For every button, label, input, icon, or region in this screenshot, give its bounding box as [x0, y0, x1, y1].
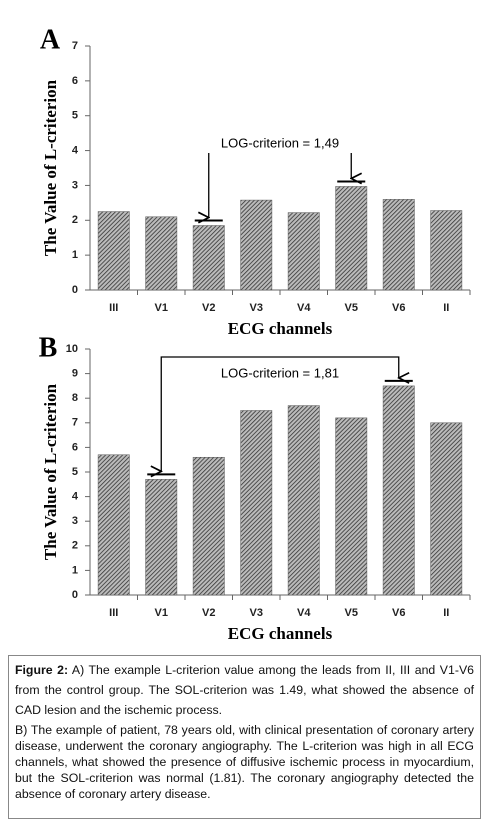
x-tick-label: V4 — [297, 607, 311, 619]
y-tick-label: 5 — [72, 466, 78, 478]
x-tick-label: V4 — [297, 302, 311, 314]
annotation-bg — [205, 135, 355, 153]
x-tick-label: III — [109, 607, 118, 619]
bar — [430, 210, 463, 291]
annotation-arrow — [161, 356, 399, 471]
y-tick-label: 6 — [72, 75, 78, 87]
y-tick-label: 3 — [72, 179, 78, 191]
annotation: LOG-criterion = 1,49 — [221, 135, 339, 150]
x-tick-label: V6 — [392, 607, 405, 619]
bar — [335, 186, 368, 291]
y-tick-label: 10 — [66, 343, 78, 355]
bar — [97, 211, 130, 291]
bar — [287, 405, 320, 596]
y-tick-label: 0 — [72, 589, 78, 601]
y-tick-label: 4 — [72, 144, 79, 156]
x-axis-label: ECG channels — [228, 319, 333, 338]
panel-label: A — [40, 24, 61, 55]
x-axis-label: ECG channels — [228, 624, 333, 643]
panel-label: B — [39, 332, 58, 363]
y-tick-label: 8 — [72, 392, 78, 404]
x-tick-label: V2 — [202, 302, 215, 314]
bar — [240, 199, 273, 291]
bar — [192, 456, 225, 596]
y-tick-label: 1 — [72, 249, 78, 261]
x-tick-label: V3 — [250, 302, 263, 314]
x-tick-label: V6 — [392, 302, 405, 314]
x-tick-label: II — [443, 302, 449, 314]
y-tick-label: 6 — [72, 441, 78, 453]
x-tick-label: V1 — [155, 302, 168, 314]
bar — [382, 385, 415, 596]
y-tick-label: 4 — [72, 491, 79, 503]
annotation-arrow — [209, 143, 352, 218]
bar — [145, 216, 178, 291]
y-tick-label: 2 — [72, 540, 78, 552]
bar — [382, 199, 415, 291]
y-tick-label: 0 — [72, 284, 78, 296]
y-axis-label: The Value of L-criterion — [41, 383, 60, 560]
bar — [335, 417, 368, 596]
bar — [240, 410, 273, 596]
x-tick-label: II — [443, 607, 449, 619]
y-tick-label: 7 — [72, 40, 78, 52]
y-tick-label: 3 — [72, 515, 78, 527]
x-tick-label: V5 — [345, 302, 358, 314]
bar — [287, 212, 320, 291]
y-tick-label: 2 — [72, 214, 78, 226]
y-tick-label: 7 — [72, 417, 78, 429]
y-tick-label: 1 — [72, 564, 78, 576]
bar — [430, 422, 463, 596]
caption: Figure 2: A) The example L-criterion val… — [8, 655, 481, 819]
y-axis-label: The Value of L-criterion — [41, 79, 60, 256]
bar — [145, 479, 178, 596]
caption-text: A) The example L-criterion value among t… — [15, 663, 474, 717]
x-tick-label: V3 — [250, 607, 263, 619]
y-tick-label: 9 — [72, 368, 78, 380]
bar — [97, 454, 130, 596]
caption-title: Figure 2: — [15, 663, 69, 677]
bar — [192, 225, 225, 291]
caption-text: B) The example of patient, 78 years old,… — [15, 723, 474, 801]
charts: A The Value of L-criterion ECG channels 0 1 2… — [39, 24, 471, 643]
x-tick-label: V1 — [155, 607, 168, 619]
y-tick-label: 5 — [72, 110, 78, 122]
x-tick-label: III — [109, 302, 118, 314]
x-tick-label: V5 — [345, 607, 358, 619]
x-tick-label: V2 — [202, 607, 215, 619]
annotation: LOG-criterion = 1,81 — [221, 365, 339, 380]
